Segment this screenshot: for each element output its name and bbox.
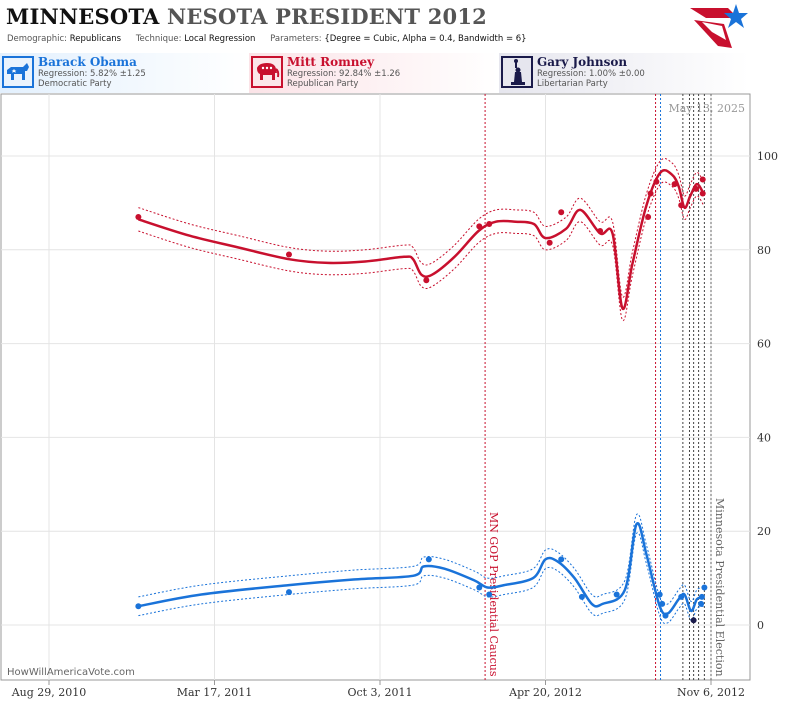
mitt-romney-poll-point	[476, 223, 483, 230]
candidate-party: Libertarian Party	[537, 79, 608, 89]
barack-obama-band-upper	[138, 513, 704, 606]
mitt-romney-poll-point	[285, 251, 292, 258]
barack-obama-poll-point	[486, 591, 493, 598]
x-tick-label: Oct 3, 2011	[347, 686, 412, 699]
y-tick-label: 80	[757, 244, 771, 257]
footer-site: HowWillAmericaVote.com	[7, 667, 135, 678]
x-tick-label: Mar 17, 2011	[177, 686, 253, 699]
barack-obama-poll-point	[662, 612, 669, 619]
y-tick-label: 0	[757, 619, 764, 632]
demographic-value: Republicans	[69, 34, 122, 44]
star-flag-logo-icon	[690, 4, 748, 48]
date-stamp: May 13, 2025	[668, 102, 745, 115]
demographic-label: Demographic:	[7, 34, 68, 44]
mitt-romney-poll-point	[678, 202, 685, 209]
mitt-romney-poll-point	[699, 176, 706, 183]
event-label: MN GOP Presidential Caucus	[487, 512, 500, 677]
technique-label: Technique:	[135, 34, 182, 44]
candidate-party: Republican Party	[287, 79, 359, 89]
barack-obama-poll-point	[613, 591, 620, 598]
page-header: MINNESOTA NESOTA PRESIDENT 2012 Demograp…	[0, 0, 789, 52]
barack-obama-regression-line	[138, 522, 704, 616]
barack-obama-poll-point	[678, 593, 685, 600]
candidate-regression: Regression: 92.84% ±1.26	[287, 69, 401, 79]
mitt-romney-poll-point	[699, 190, 706, 197]
elephant-icon	[251, 56, 283, 88]
barack-obama-poll-point	[701, 584, 708, 591]
mitt-romney-poll-point	[135, 213, 142, 220]
barack-obama-poll-point	[476, 584, 483, 591]
candidate-obama[interactable]: Barack Obama Regression: 5.82% ±1.25 Dem…	[0, 53, 248, 93]
x-tick-label: Aug 29, 2010	[11, 686, 87, 699]
barack-obama-poll-point	[578, 593, 585, 600]
barack-obama-poll-point	[425, 556, 432, 563]
mitt-romney-regression-line	[138, 169, 705, 310]
candidate-party: Democratic Party	[38, 79, 112, 89]
barack-obama-poll-point	[698, 600, 705, 607]
candidate-bar: Barack Obama Regression: 5.82% ±1.25 Dem…	[0, 53, 749, 93]
title-state: MINNESOTA	[6, 4, 160, 29]
mitt-romney-band-upper	[138, 158, 705, 298]
barack-obama-poll-point	[659, 600, 666, 607]
parameters-line: Demographic: Republicans Technique: Loca…	[7, 34, 539, 44]
candidate-name: Gary Johnson	[537, 55, 628, 69]
event-label: Minnesota Presidential Election	[713, 498, 726, 677]
barack-obama-poll-point	[285, 589, 292, 596]
candidate-name: Mitt Romney	[287, 55, 375, 69]
mitt-romney-band-lower	[138, 181, 705, 321]
barack-obama-band-lower	[138, 532, 704, 625]
y-tick-label: 40	[757, 431, 771, 444]
mitt-romney-poll-point	[645, 213, 652, 220]
statue-of-liberty-icon	[501, 56, 533, 88]
technique-value: Local Regression	[184, 34, 256, 44]
x-tick-label: Apr 20, 2012	[508, 686, 582, 699]
candidate-name: Barack Obama	[38, 55, 137, 69]
candidate-regression: Regression: 1.00% ±0.00	[537, 69, 645, 79]
y-tick-label: 60	[757, 338, 771, 351]
mitt-romney-poll-point	[653, 178, 660, 185]
candidate-johnson[interactable]: Gary Johnson Regression: 1.00% ±0.00 Lib…	[499, 53, 749, 93]
plot-frame	[0, 93, 751, 681]
mitt-romney-poll-point	[647, 190, 654, 197]
page-title: MINNESOTA NESOTA PRESIDENT 2012	[6, 4, 487, 29]
mitt-romney-poll-point	[597, 228, 604, 235]
donkey-icon	[2, 56, 34, 88]
mitt-romney-poll-point	[693, 185, 700, 192]
mitt-romney-poll-point	[546, 239, 553, 246]
y-tick-label: 100	[757, 150, 778, 163]
mitt-romney-poll-point	[558, 209, 565, 216]
mitt-romney-poll-point	[486, 221, 493, 228]
barack-obama-poll-point	[135, 603, 142, 610]
gary-johnson-poll-point	[690, 617, 697, 624]
x-tick-label: Nov 6, 2012	[677, 686, 745, 699]
mitt-romney-poll-point	[423, 277, 430, 284]
candidate-romney[interactable]: Mitt Romney Regression: 92.84% ±1.26 Rep…	[249, 53, 498, 93]
y-tick-label: 20	[757, 525, 771, 538]
barack-obama-poll-point	[558, 556, 565, 563]
candidate-regression: Regression: 5.82% ±1.25	[38, 69, 146, 79]
mitt-romney-poll-point	[671, 181, 678, 188]
title-rest: NESOTA PRESIDENT 2012	[167, 4, 487, 29]
parameters-label: Parameters:	[270, 34, 322, 44]
barack-obama-poll-point	[656, 591, 663, 598]
barack-obama-poll-point	[698, 593, 705, 600]
parameters-value: {Degree = Cubic, Alpha = 0.4, Bandwidth …	[324, 34, 527, 44]
